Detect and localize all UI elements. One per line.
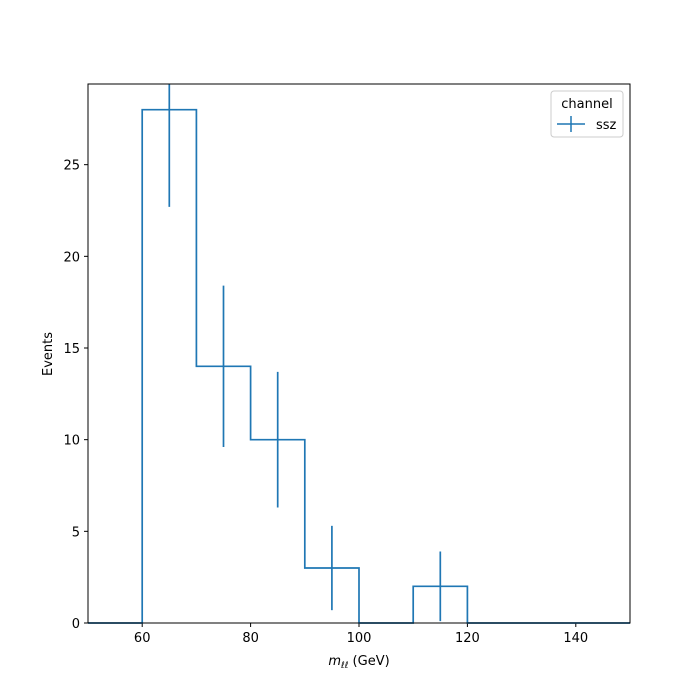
y-tick-label: 15 [63, 342, 80, 357]
y-tick-label: 10 [63, 434, 80, 449]
legend: channel ssz [550, 90, 624, 138]
x-axis-label-subscript: ℓℓ [340, 661, 348, 671]
legend-title: channel [561, 97, 612, 112]
y-tick-label: 20 [63, 250, 80, 265]
x-axis-label-unit: (GeV) [348, 654, 389, 669]
x-axis-label: mℓℓ (GeV) [328, 654, 389, 671]
y-tick-label: 0 [72, 617, 80, 632]
x-tick-label: 80 [242, 631, 259, 646]
plot-frame [87, 83, 631, 624]
axis-ticks: 60 80 100 120 140 0 5 10 15 20 25 [63, 159, 588, 646]
plot-area [88, 84, 630, 623]
legend-box [550, 90, 624, 138]
x-tick-label: 140 [563, 631, 588, 646]
x-tick-label: 60 [134, 631, 151, 646]
y-axis-label: Events [41, 332, 56, 376]
x-tick-label: 120 [455, 631, 480, 646]
y-tick-label: 5 [72, 525, 80, 540]
x-tick-label: 100 [347, 631, 372, 646]
legend-entry-ssz: ssz [596, 118, 617, 133]
x-axis-label-var: m [328, 654, 341, 669]
y-tick-label: 25 [63, 159, 80, 174]
